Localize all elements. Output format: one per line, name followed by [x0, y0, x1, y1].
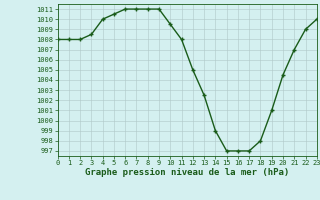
X-axis label: Graphe pression niveau de la mer (hPa): Graphe pression niveau de la mer (hPa)	[85, 168, 289, 177]
